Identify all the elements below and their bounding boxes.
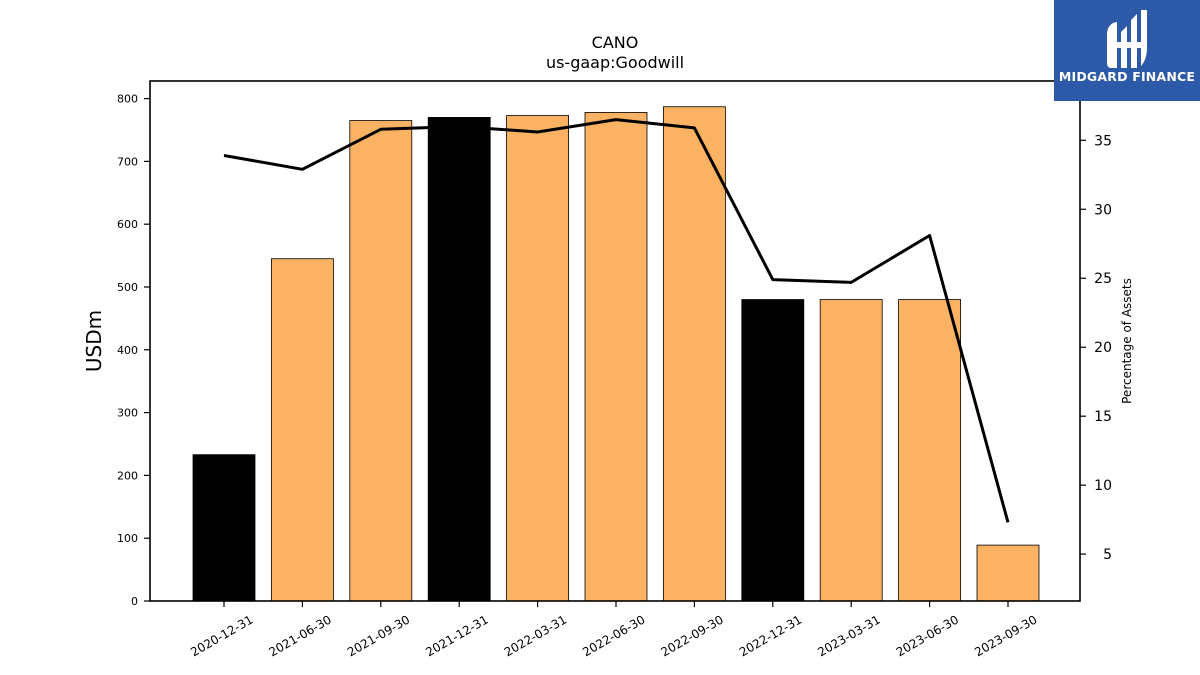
chart-subtitle: us-gaap:Goodwill xyxy=(546,53,684,72)
y2-tick-label: 15 xyxy=(1094,409,1112,425)
x-tick-label: 2023-06-30 xyxy=(894,612,961,659)
y-tick-label: 700 xyxy=(117,155,138,168)
percentage-of-assets-line xyxy=(223,118,1010,523)
y2-tick-label: 35 xyxy=(1094,133,1112,149)
midgard-logo-mark-icon xyxy=(1107,10,1147,68)
x-tick-label: 2020-12-31 xyxy=(188,612,255,659)
bar xyxy=(349,120,413,602)
x-tick-label: 2021-06-30 xyxy=(266,612,333,659)
x-tick-label: 2021-09-30 xyxy=(345,612,412,659)
y2-tick-label: 10 xyxy=(1094,478,1112,494)
bar xyxy=(898,299,961,602)
y2-tick-label: 20 xyxy=(1094,340,1112,356)
midgard-finance-logo: MIDGARD FINANCE xyxy=(1054,0,1200,101)
chart-title: CANO xyxy=(592,33,639,52)
x-tick-label: 2021-12-31 xyxy=(423,612,490,659)
y-tick-label: 300 xyxy=(117,407,138,420)
bar xyxy=(584,112,648,602)
y2-tick-label: 30 xyxy=(1094,202,1112,218)
bar xyxy=(270,258,334,602)
x-tick-label: 2022-12-31 xyxy=(737,612,804,659)
logo-text: MIDGARD FINANCE xyxy=(1058,69,1196,84)
bar xyxy=(741,299,805,602)
bar xyxy=(427,117,491,602)
x-tick-label: 2023-09-30 xyxy=(972,612,1039,659)
y2-axis-label: Percentage of Assets xyxy=(1120,278,1134,404)
plot-frame xyxy=(149,80,1081,602)
y2-tick-label: 25 xyxy=(1094,271,1112,287)
y-tick-label: 100 xyxy=(117,532,138,545)
y-axis-label: USDm xyxy=(82,310,106,372)
y-tick-label: 500 xyxy=(117,281,138,294)
y2-tick-label: 5 xyxy=(1103,547,1112,563)
bar xyxy=(506,115,570,602)
x-tick-label: 2022-03-31 xyxy=(502,612,569,659)
x-tick-label: 2023-03-31 xyxy=(815,612,882,659)
bar xyxy=(976,544,1040,602)
y-tick-label: 800 xyxy=(117,93,138,106)
x-tick-label: 2022-06-30 xyxy=(580,612,647,659)
y-tick-label: 200 xyxy=(117,469,138,482)
x-tick-label: 2022-09-30 xyxy=(658,612,725,659)
y-tick-label: 0 xyxy=(131,595,138,608)
bar xyxy=(192,454,256,602)
y-tick-label: 600 xyxy=(117,218,138,231)
y-tick-label: 400 xyxy=(117,344,138,357)
bar xyxy=(819,299,883,602)
bar xyxy=(663,106,726,602)
